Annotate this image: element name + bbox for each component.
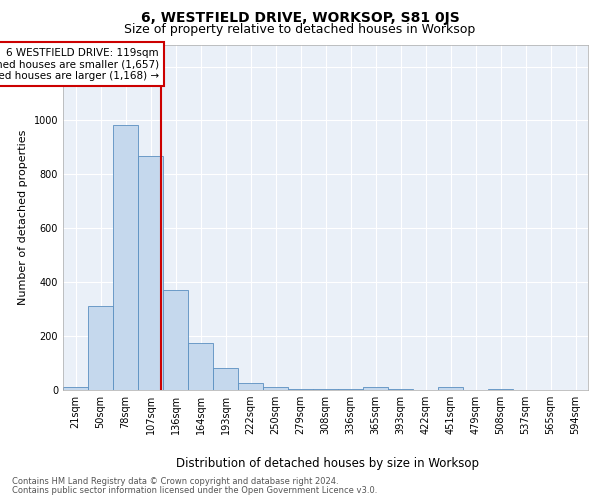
Text: 6 WESTFIELD DRIVE: 119sqm
← 58% of detached houses are smaller (1,657)
41% of se: 6 WESTFIELD DRIVE: 119sqm ← 58% of detac… bbox=[0, 48, 159, 81]
Bar bbox=[138, 156, 163, 390]
Bar bbox=[313, 389, 338, 390]
Bar bbox=[238, 382, 263, 390]
Text: Contains HM Land Registry data © Crown copyright and database right 2024.: Contains HM Land Registry data © Crown c… bbox=[12, 477, 338, 486]
Bar bbox=[438, 387, 463, 390]
Bar bbox=[88, 306, 113, 390]
Bar bbox=[363, 388, 388, 390]
Text: Size of property relative to detached houses in Worksop: Size of property relative to detached ho… bbox=[124, 22, 476, 36]
Y-axis label: Number of detached properties: Number of detached properties bbox=[18, 130, 28, 305]
Bar bbox=[263, 387, 288, 390]
Bar bbox=[113, 124, 138, 390]
Bar bbox=[288, 388, 313, 390]
Text: 6, WESTFIELD DRIVE, WORKSOP, S81 0JS: 6, WESTFIELD DRIVE, WORKSOP, S81 0JS bbox=[140, 11, 460, 25]
Bar bbox=[163, 290, 188, 390]
Text: Contains public sector information licensed under the Open Government Licence v3: Contains public sector information licen… bbox=[12, 486, 377, 495]
Bar bbox=[188, 343, 213, 390]
Text: Distribution of detached houses by size in Worksop: Distribution of detached houses by size … bbox=[176, 458, 479, 470]
Bar bbox=[213, 368, 238, 390]
Bar bbox=[63, 388, 88, 390]
